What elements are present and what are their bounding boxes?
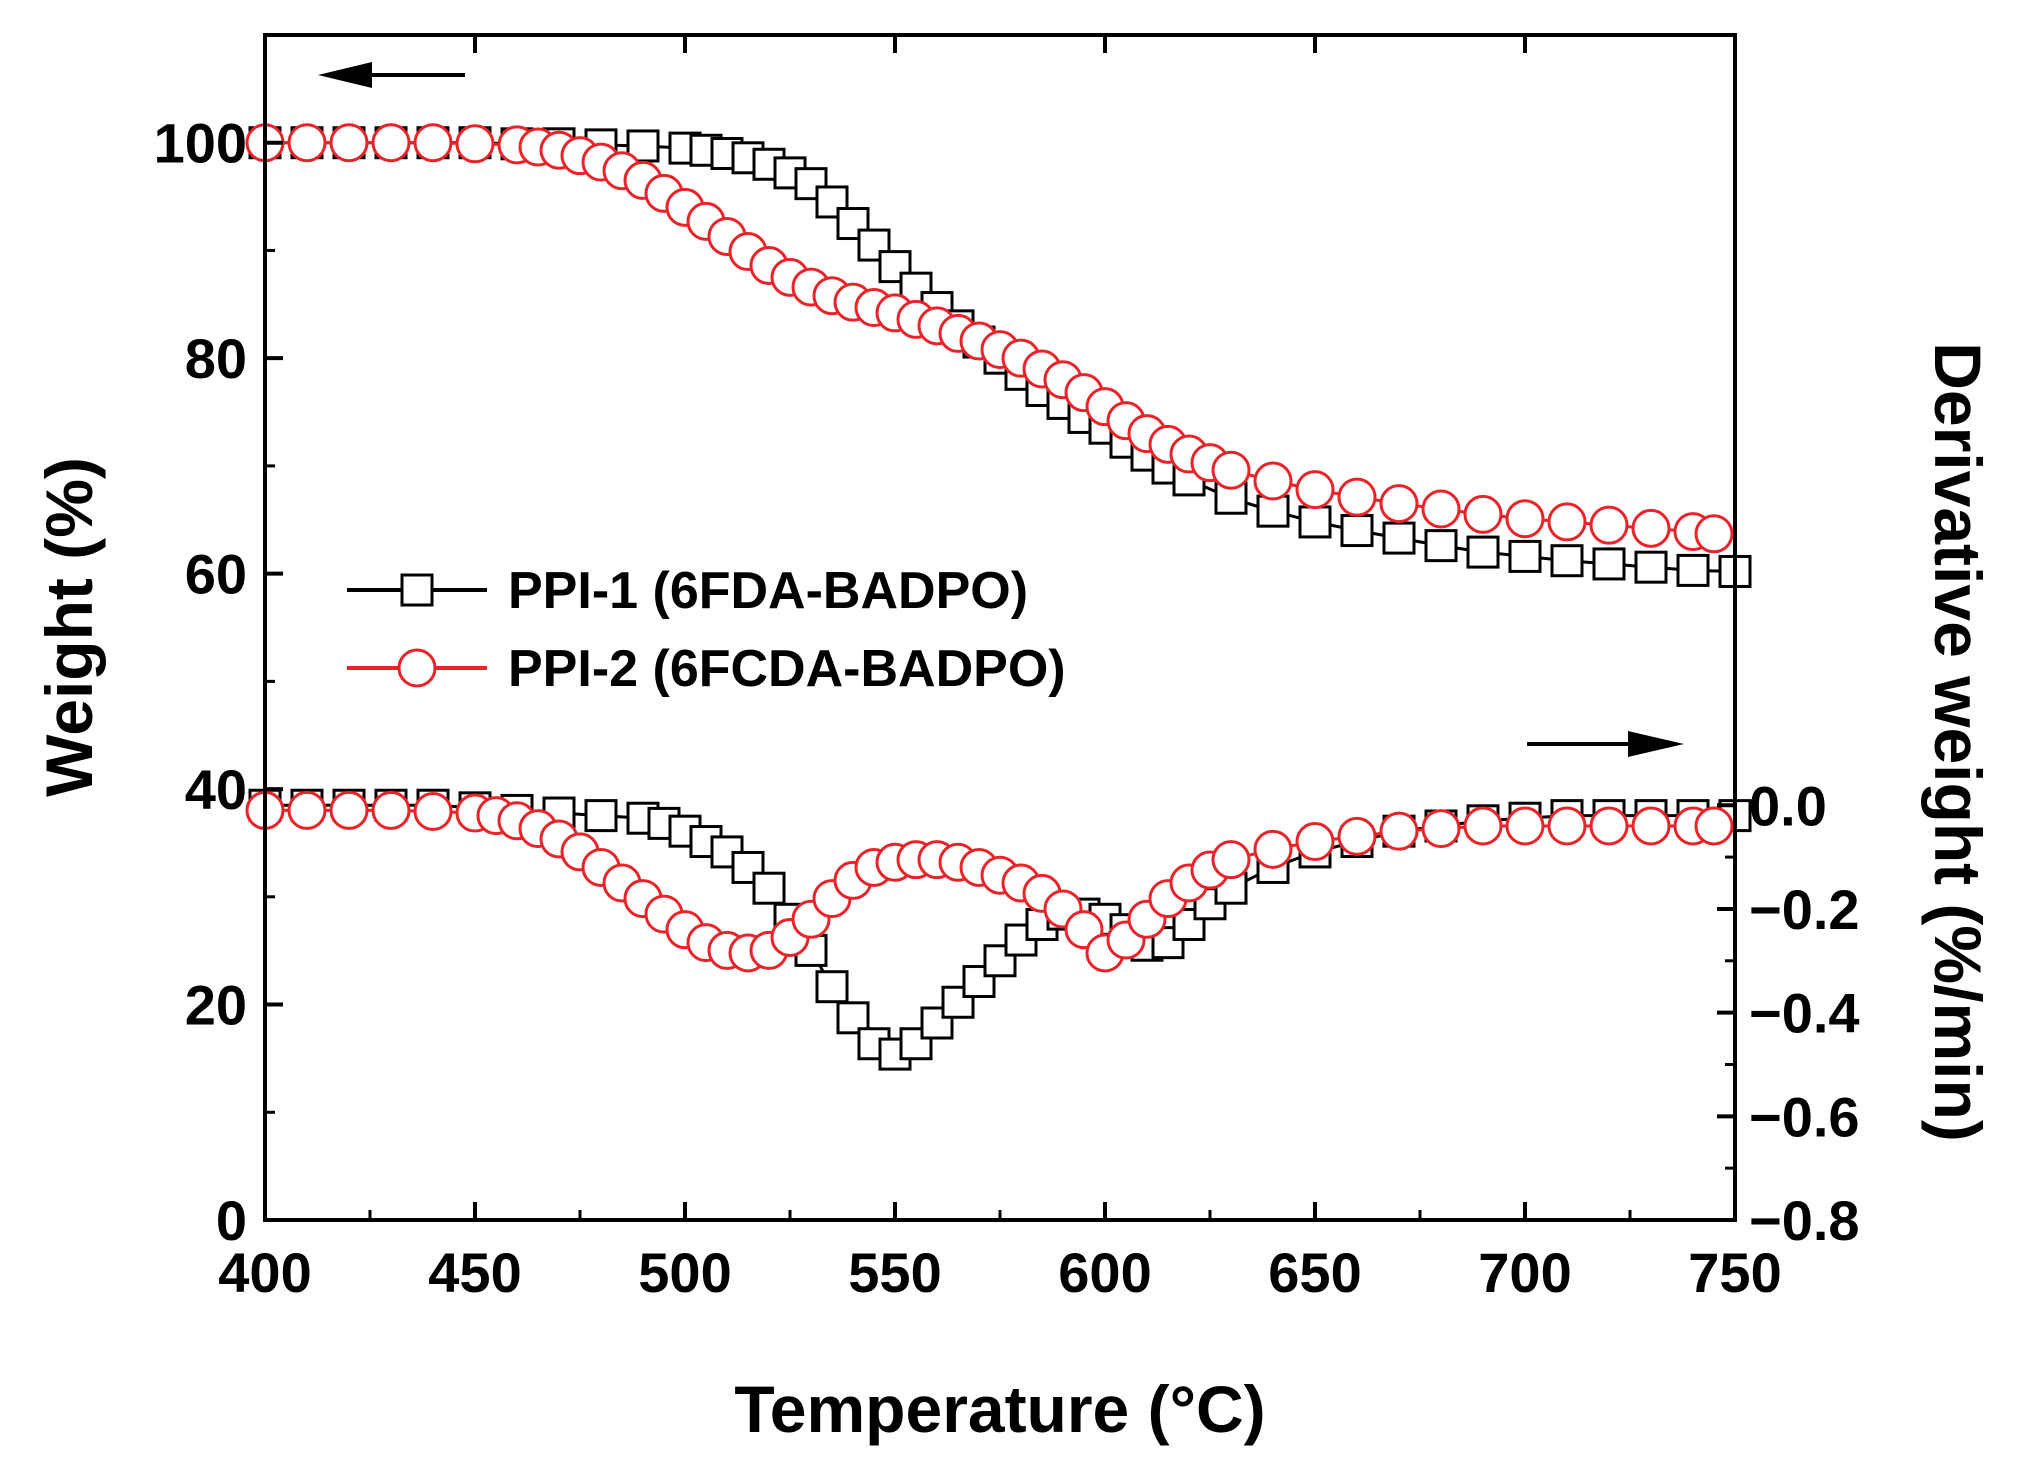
ppi1-tga-point [1424,529,1458,563]
x-tick-label: 400 [218,1241,311,1304]
ppi2-tga-point [1337,477,1377,517]
plot-frame [263,33,1737,1222]
legend: PPI-1 (6FDA-BADPO) PPI-2 (6FCDA-BADPO) [347,562,1066,698]
legend-label-ppi2: PPI-2 (6FCDA-BADPO) [508,640,1066,698]
y-left-tick-label: 80 [185,327,247,390]
x-axis-title: Temperature (°C) [734,1372,1265,1446]
x-tick-label: 500 [638,1241,731,1304]
legend-label-ppi1: PPI-1 (6FDA-BADPO) [508,562,1028,620]
y-right-tick-label: −0.4 [1749,982,1860,1045]
ppi1-tga-point [1382,521,1416,555]
y-left-tick-label: 0 [216,1189,247,1252]
ppi2-dtg-point [1631,806,1671,846]
ppi1-tga-point [1298,505,1332,539]
ppi2-tga-point [1463,494,1503,534]
ppi2-dtg-point [1505,806,1545,846]
ppi2-dtg-point [1379,811,1419,851]
ppi2-dtg-point [287,790,327,830]
y-left-tick-label: 20 [185,974,247,1037]
ppi1-tga-point [1592,547,1626,581]
y-left-tick-label: 100 [154,112,247,175]
ppi1-dtg-point [584,799,618,833]
ppi2-dtg-point [1211,840,1251,880]
ppi1-dtg-point [752,871,786,905]
y-right-tick-label: −0.6 [1749,1085,1860,1148]
ppi1-tga-point [1634,550,1668,584]
ppi2-dtg-point [329,790,369,830]
ppi2-dtg-point [1694,806,1734,846]
ppi2-dtg-point [1253,829,1293,869]
left-axis-arrow-icon [318,62,465,88]
ppi2-tga-point [1694,514,1734,554]
ppi2-dtg-point [1463,806,1503,846]
ppi2-tga-point [1211,450,1251,490]
legend-marker-ppi2 [397,648,437,688]
y-left-tick-label: 40 [185,758,247,821]
y-right-tick-label: 0.0 [1749,774,1827,837]
ppi1-dtg-point [689,825,723,859]
x-tick-label: 600 [1058,1241,1151,1304]
ppi1-tga-point [815,185,849,219]
ppi2-dtg-point [1589,806,1629,846]
x-tick-label: 750 [1688,1241,1781,1304]
ppi2-dtg-point [371,790,411,830]
ppi2-tga-point [1295,470,1335,510]
x-tick-label: 650 [1268,1241,1361,1304]
ppi2-tga-point [455,124,495,164]
ppi2-dtg-point [1421,809,1461,849]
ppi1-dtg-point [815,970,849,1004]
ppi2-tga-point [413,123,453,163]
legend-marker-ppi1 [400,573,434,607]
ppi1-dtg-point [647,806,681,840]
ppi2-tga-point [1253,461,1293,501]
ppi2-tga-point [1589,505,1629,545]
ppi2-tga-point [371,123,411,163]
ppi1-tga-point [1508,539,1542,573]
ppi2-dtg-point [1337,816,1377,856]
ppi2-tga-point [329,123,369,163]
y-left-axis-title: Weight (%) [32,457,106,797]
y-right-axis-title: Derivative weight (%/min) [1921,342,1995,1142]
right-axis-arrow-icon [1527,731,1684,757]
ppi1-tga-point [1550,544,1584,578]
ppi1-tga-point [1676,553,1710,587]
ppi2-tga-point [1505,499,1545,539]
ppi1-dtg-point [983,944,1017,978]
ppi1-tga-point [1466,535,1500,569]
x-tick-label: 550 [848,1241,941,1304]
ppi2-tga-point [1421,489,1461,529]
ppi1-tga-point [1340,514,1374,548]
ppi2-tga-point [1547,502,1587,542]
x-tick-label: 450 [428,1241,521,1304]
ppi1-dtg-point [962,965,996,999]
y-left-tick-label: 60 [185,543,247,606]
ppi2-tga-point [287,123,327,163]
ppi1-tga-point [1256,494,1290,528]
ppi2-dtg-point [1295,822,1335,862]
x-tick-label: 700 [1478,1241,1571,1304]
ppi2-tga-point [1631,508,1671,548]
y-right-tick-label: −0.8 [1749,1189,1860,1252]
ppi2-dtg-point [413,791,453,831]
ppi1-dtg-line [265,803,1735,1056]
ppi2-tga-point [1379,484,1419,524]
y-right-tick-label: −0.2 [1749,878,1860,941]
ppi2-dtg-point [1547,806,1587,846]
